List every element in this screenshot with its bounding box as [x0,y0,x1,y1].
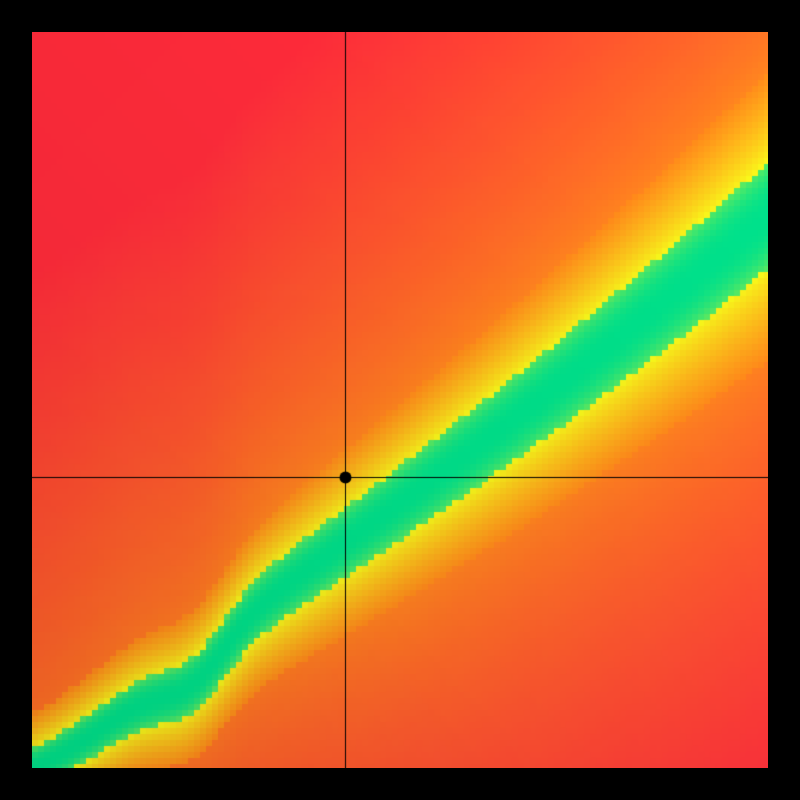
frame-border-bottom [0,768,800,800]
frame-border-top [0,0,800,32]
frame-border-left [0,32,32,768]
bottleneck-heatmap [32,32,768,768]
frame-border-right [768,32,800,768]
